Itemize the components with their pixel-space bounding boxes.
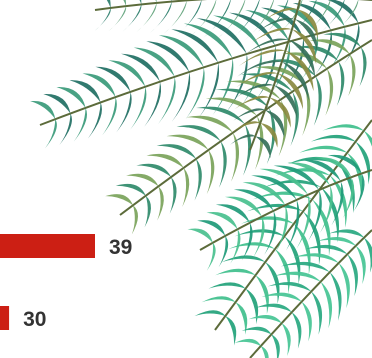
palm-frond bbox=[187, 154, 372, 271]
palm-frond bbox=[230, 0, 318, 159]
data-label-1: 30 bbox=[23, 308, 46, 331]
palm-frond bbox=[234, 229, 372, 358]
palm-frond bbox=[94, 0, 372, 42]
bar-0 bbox=[0, 234, 95, 258]
bar-1 bbox=[0, 306, 10, 330]
data-label-0: 39 bbox=[109, 236, 132, 259]
